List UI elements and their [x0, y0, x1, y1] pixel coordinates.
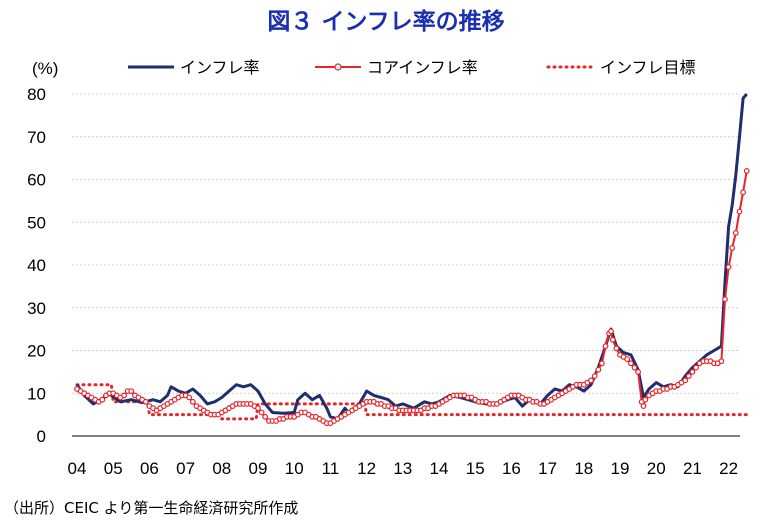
series-0: [75, 93, 748, 421]
core-inflation-point: [718, 358, 725, 365]
gridlines: [72, 93, 740, 394]
legend-label: コアインフレ率: [367, 58, 478, 77]
x-tick-label: 18: [574, 459, 593, 478]
y-tick-label: 30: [27, 299, 46, 318]
core-inflation-point: [722, 296, 728, 303]
x-tick-label: 08: [212, 459, 231, 478]
core-inflation-point: [186, 394, 193, 401]
core-inflation-point: [682, 377, 689, 384]
x-tick-label: 14: [430, 459, 449, 478]
core-inflation-point: [624, 356, 631, 363]
core-inflation-point: [729, 244, 736, 251]
y-tick-label: 20: [27, 342, 46, 361]
core-inflation-point: [732, 229, 739, 236]
core-inflation-point: [588, 377, 594, 384]
y-tick-label: 40: [27, 256, 46, 275]
x-tick-label: 15: [466, 459, 485, 478]
y-axis-unit-label: (%): [32, 59, 58, 78]
core-inflation-point: [142, 398, 149, 405]
legend-item: コアインフレ率: [315, 58, 478, 77]
core-inflation-point: [262, 413, 269, 420]
y-tick-label: 0: [37, 427, 46, 446]
x-tick-label: 16: [502, 459, 521, 478]
core-inflation-line: [76, 170, 748, 425]
core-inflation-point: [121, 392, 127, 399]
source-note: （出所）CEIC より第一生命経済研究所作成: [4, 499, 298, 517]
core-inflation-point: [743, 167, 750, 174]
x-tick-label: 12: [357, 459, 376, 478]
x-tick-label: 07: [176, 459, 195, 478]
x-tick-label: 11: [322, 459, 340, 478]
core-inflation-point: [255, 405, 261, 412]
x-tick-label: 17: [538, 459, 557, 478]
chart-title: 図３ インフレ率の推移: [267, 8, 504, 35]
x-axis-ticks: 04 05 06 07 08 09 10 11 12 13 14 15 16 17 18 19 20 21 22: [68, 459, 739, 478]
core-inflation-point: [689, 369, 696, 375]
x-tick-label: 10: [285, 459, 304, 478]
core-inflation-point: [725, 264, 732, 271]
core-inflation-point: [740, 189, 746, 196]
x-tick-label: 19: [611, 459, 630, 478]
core-inflation-point: [736, 208, 743, 215]
y-tick-label: 80: [27, 85, 46, 104]
y-tick-label: 70: [27, 128, 46, 147]
core-inflation-point: [609, 336, 616, 343]
legend-swatch-marker: [334, 63, 342, 71]
core-inflation-point: [628, 360, 634, 367]
legend-label: インフレ目標: [600, 58, 696, 77]
legend-label: インフレ率: [180, 58, 260, 77]
legend-item: インフレ率: [128, 58, 260, 77]
core-inflation-point: [613, 345, 620, 352]
core-inflation-point: [635, 369, 641, 375]
core-inflation-point: [640, 403, 647, 410]
x-tick-label: 06: [140, 459, 159, 478]
legend: インフレ率 コアインフレ率 インフレ目標: [128, 58, 696, 77]
core-inflation-point: [258, 409, 265, 416]
core-inflation-point: [128, 388, 135, 395]
core-inflation-point: [642, 396, 649, 403]
core-inflation-point: [189, 398, 196, 405]
y-axis-ticks: 0 10 20 30 40 50 60 70 80: [27, 85, 46, 446]
x-tick-label: 20: [647, 459, 666, 478]
x-tick-label: 13: [393, 459, 412, 478]
y-tick-label: 10: [27, 384, 46, 403]
x-tick-label: 05: [104, 459, 123, 478]
core-inflation-point: [595, 366, 602, 373]
x-tick-label: 21: [683, 459, 702, 478]
x-tick-label: 04: [68, 459, 87, 478]
legend-item: インフレ目標: [546, 58, 696, 77]
series-1: [74, 167, 750, 427]
core-inflation-point: [599, 360, 605, 367]
core-inflation-point: [693, 364, 699, 371]
series-layer: [74, 93, 750, 427]
core-inflation-point: [685, 373, 692, 380]
core-inflation-point: [591, 373, 598, 380]
y-tick-label: 60: [27, 171, 46, 190]
core-inflation-point: [99, 396, 106, 403]
core-inflation-point: [631, 364, 638, 371]
x-tick-label: 09: [249, 459, 268, 478]
x-tick-label: 22: [719, 459, 738, 478]
core-inflation-point: [602, 343, 609, 350]
core-inflation-point: [608, 328, 614, 335]
inflation-line: [75, 93, 748, 421]
y-tick-label: 50: [27, 213, 46, 232]
